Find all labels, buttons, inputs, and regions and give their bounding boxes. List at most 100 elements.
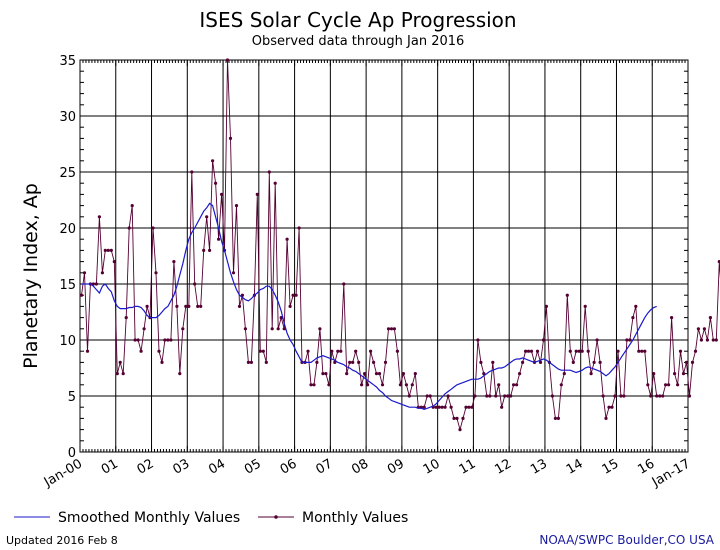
monthly-value-point — [103, 248, 107, 252]
monthly-value-point — [565, 293, 569, 297]
monthly-value-point — [139, 349, 143, 353]
x-tick-label: 10 — [421, 456, 443, 477]
monthly-value-point — [670, 316, 674, 320]
monthly-value-point — [458, 428, 462, 432]
y-tick-label: 15 — [59, 278, 76, 293]
monthly-value-point — [455, 416, 459, 420]
monthly-value-point — [491, 360, 495, 364]
legend: Smoothed Monthly Values Monthly Values — [14, 510, 408, 526]
monthly-value-point — [94, 282, 98, 286]
monthly-value-point — [422, 405, 426, 409]
monthly-value-point — [389, 327, 394, 331]
y-tick-label: 35 — [59, 54, 76, 69]
monthly-value-point — [231, 271, 236, 275]
monthly-value-point — [541, 338, 546, 342]
monthly-value-point — [360, 383, 364, 387]
monthly-value-point — [246, 360, 250, 364]
x-tick-label: 05 — [242, 456, 264, 477]
monthly-value-point — [309, 383, 313, 387]
monthly-value-point — [664, 383, 668, 387]
monthly-value-point — [321, 372, 325, 376]
monthly-value-point — [151, 226, 155, 230]
legend-monthly-marker — [274, 515, 278, 519]
monthly-value-point — [631, 316, 635, 320]
monthly-value-point — [407, 394, 411, 398]
monthly-value-point — [264, 360, 268, 364]
monthly-value-point — [470, 405, 474, 409]
monthly-value-point — [157, 349, 161, 353]
monthly-value-point — [160, 360, 164, 364]
monthly-value-point — [392, 327, 396, 331]
monthly-value-point — [369, 349, 373, 353]
monthly-value-point — [568, 349, 572, 353]
x-tick-label: 13 — [528, 456, 550, 477]
monthly-value-point — [440, 405, 444, 409]
monthly-value-point — [318, 327, 322, 331]
monthly-value-point — [112, 260, 116, 264]
monthly-value-point — [249, 360, 253, 364]
plot-frame — [79, 59, 689, 453]
monthly-value-point — [485, 394, 489, 398]
chart-subtitle: Observed data through Jan 2016 — [252, 34, 465, 49]
monthly-value-point — [178, 372, 182, 376]
monthly-value-point — [124, 316, 128, 320]
monthly-value-point — [306, 349, 310, 353]
monthly-value-point — [622, 394, 626, 398]
footer-credit: NOAA/SWPC Boulder,CO USA — [539, 533, 714, 547]
x-tick-label: 03 — [170, 456, 192, 477]
monthly-value-point — [687, 394, 692, 398]
x-tick-label: 08 — [349, 456, 371, 477]
monthly-value-point — [410, 383, 414, 387]
monthly-value-point — [524, 349, 528, 353]
monthly-value-point — [553, 416, 558, 420]
x-tick-label: 11 — [457, 456, 479, 477]
monthly-value-point — [285, 237, 289, 241]
monthly-value-point — [145, 304, 149, 308]
x-tick-label: 15 — [600, 456, 622, 477]
monthly-value-point — [288, 304, 292, 308]
monthly-value-point — [130, 204, 134, 208]
monthly-value-point — [351, 360, 355, 364]
monthly-value-point — [193, 282, 197, 286]
monthly-value-point — [166, 338, 170, 342]
monthly-value-point — [625, 338, 629, 342]
monthly-value-point — [142, 327, 146, 331]
monthly-value-point — [208, 248, 212, 252]
monthly-value-point — [604, 416, 608, 420]
monthly-value-point — [476, 338, 480, 342]
monthly-value-point — [386, 327, 391, 331]
x-tick-label: 09 — [385, 456, 407, 477]
monthly-value-point — [482, 372, 486, 376]
monthly-value-point — [473, 394, 477, 398]
monthly-value-point — [511, 383, 516, 387]
monthly-value-point — [717, 260, 720, 264]
legend-smoothed-label: Smoothed Monthly Values — [58, 510, 240, 526]
monthly-value-point — [515, 383, 519, 387]
monthly-value-point — [333, 360, 337, 364]
monthly-value-point — [366, 383, 370, 387]
monthly-value-point — [461, 416, 465, 420]
monthly-value-point — [673, 372, 677, 376]
monthly-value-point — [696, 327, 701, 331]
monthly-value-point — [181, 327, 185, 331]
series-monthly-values — [79, 58, 720, 432]
x-tick-label: 16 — [635, 456, 657, 477]
smoothed-values-line — [81, 202, 657, 411]
monthly-value-point — [291, 293, 295, 297]
monthly-value-point — [607, 405, 611, 409]
monthly-value-point — [586, 349, 590, 353]
monthly-value-point — [479, 360, 483, 364]
series-smoothed-monthly-values — [81, 202, 657, 411]
monthly-value-point — [708, 316, 713, 320]
monthly-value-point — [380, 383, 385, 387]
monthly-value-point — [172, 260, 176, 264]
monthly-value-point — [425, 394, 429, 398]
y-axis-label: Planetary Index, Ap — [20, 183, 42, 369]
monthly-value-point — [106, 248, 110, 252]
monthly-value-point — [559, 383, 563, 387]
monthly-value-point — [616, 349, 620, 353]
monthly-value-point — [488, 394, 492, 398]
monthly-value-point — [643, 349, 647, 353]
monthly-value-point — [127, 226, 131, 230]
